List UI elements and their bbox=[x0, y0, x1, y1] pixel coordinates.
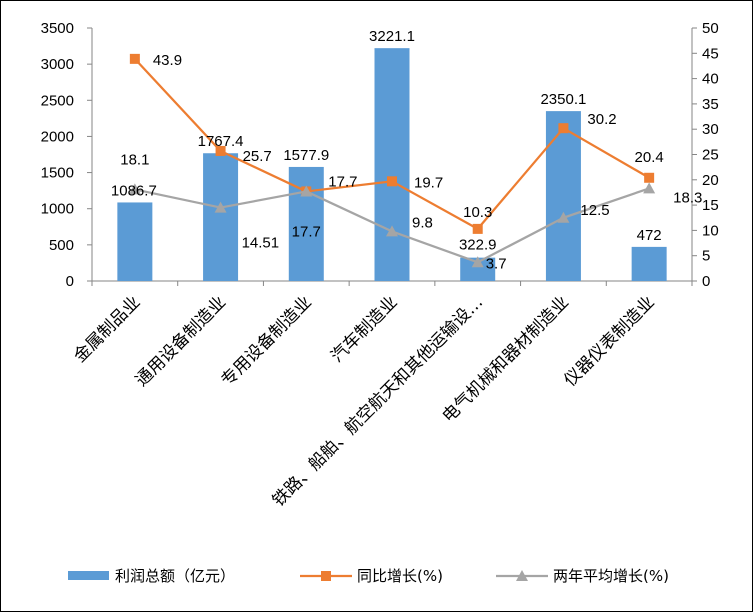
avg-point bbox=[300, 185, 313, 197]
legend-avg-label: 两年平均增长(%) bbox=[553, 567, 669, 585]
y-right-tick-label: 20 bbox=[702, 172, 719, 189]
y-right-tick-label: 0 bbox=[702, 273, 710, 290]
avg-point bbox=[557, 211, 570, 223]
y-right-tick-label: 30 bbox=[702, 121, 719, 138]
bar-data-label: 322.9 bbox=[459, 237, 497, 254]
legend-yoy-marker bbox=[321, 571, 331, 581]
y-left-tick-label: 500 bbox=[49, 237, 74, 254]
legend-bar-swatch bbox=[68, 571, 109, 580]
category-label: 金属制品业 bbox=[70, 292, 144, 366]
avg-data-label: 14.51 bbox=[242, 235, 280, 252]
y-right-tick-label: 45 bbox=[702, 45, 719, 62]
yoy-data-label: 25.7 bbox=[243, 148, 272, 165]
y-right-tick-label: 50 bbox=[702, 20, 719, 37]
category-label: 汽车制造业 bbox=[327, 292, 401, 366]
bar-data-label: 1086.7 bbox=[111, 182, 157, 199]
yoy-point bbox=[558, 123, 569, 134]
yoy-data-label: 10.3 bbox=[463, 204, 492, 221]
avg-point bbox=[128, 183, 141, 195]
y-left-tick-label: 3000 bbox=[41, 56, 74, 73]
yoy-data-label: 17.7 bbox=[328, 173, 357, 190]
bar-data-label: 3221.1 bbox=[369, 28, 415, 45]
yoy-point bbox=[129, 53, 140, 64]
y-right-tick-label: 40 bbox=[702, 71, 719, 88]
category-label: 专用设备制造业 bbox=[218, 292, 316, 390]
avg-point bbox=[643, 182, 656, 194]
yoy-point bbox=[644, 172, 655, 183]
yoy-data-label: 20.4 bbox=[635, 149, 664, 166]
bar bbox=[117, 202, 153, 281]
avg-data-label: 9.8 bbox=[412, 214, 433, 231]
y-right-tick-label: 15 bbox=[702, 197, 719, 214]
legend-avg-marker bbox=[516, 570, 528, 581]
y-left-tick-label: 0 bbox=[66, 273, 74, 290]
avg-point bbox=[386, 225, 398, 237]
bar-data-label: 472 bbox=[637, 227, 662, 244]
yoy-point bbox=[215, 145, 226, 156]
bar-data-label: 1767.4 bbox=[198, 133, 244, 150]
yoy-data-label: 19.7 bbox=[414, 174, 443, 191]
yoy-point bbox=[387, 176, 397, 187]
avg-data-label: 3.7 bbox=[486, 255, 507, 272]
bar-data-label: 1577.9 bbox=[283, 147, 329, 164]
y-left-tick-label: 1000 bbox=[41, 201, 74, 218]
y-right-tick-label: 35 bbox=[702, 96, 719, 113]
y-left-tick-label: 3500 bbox=[41, 20, 74, 37]
yoy-data-label: 43.9 bbox=[153, 52, 182, 69]
legend-yoy-label: 同比增长(%) bbox=[357, 567, 443, 585]
bar bbox=[631, 246, 667, 281]
y-left-tick-label: 2500 bbox=[41, 92, 74, 109]
bar bbox=[374, 48, 410, 281]
avg-point bbox=[471, 256, 484, 268]
category-label: 仪器仪表制造业 bbox=[560, 292, 658, 390]
avg-data-label: 18.1 bbox=[120, 151, 149, 168]
bar bbox=[460, 257, 496, 281]
bar bbox=[203, 153, 239, 281]
avg-data-label: 12.5 bbox=[580, 202, 609, 219]
avg-data-label: 17.7 bbox=[292, 223, 321, 240]
y-right-tick-label: 25 bbox=[702, 147, 719, 164]
bar-data-label: 2350.1 bbox=[540, 91, 586, 108]
avg-point bbox=[214, 201, 227, 213]
legend-bar-label: 利润总额（亿元） bbox=[115, 567, 235, 585]
yoy-data-label: 30.2 bbox=[587, 111, 616, 128]
category-label: 通用设备制造业 bbox=[132, 292, 230, 390]
bar bbox=[545, 111, 581, 282]
y-right-tick-label: 10 bbox=[702, 222, 719, 239]
yoy-point bbox=[472, 223, 483, 234]
y-right-tick-label: 5 bbox=[702, 248, 710, 265]
y-left-tick-label: 2000 bbox=[41, 128, 74, 145]
y-left-tick-label: 1500 bbox=[41, 165, 74, 182]
avg-data-label: 18.3 bbox=[673, 189, 702, 206]
